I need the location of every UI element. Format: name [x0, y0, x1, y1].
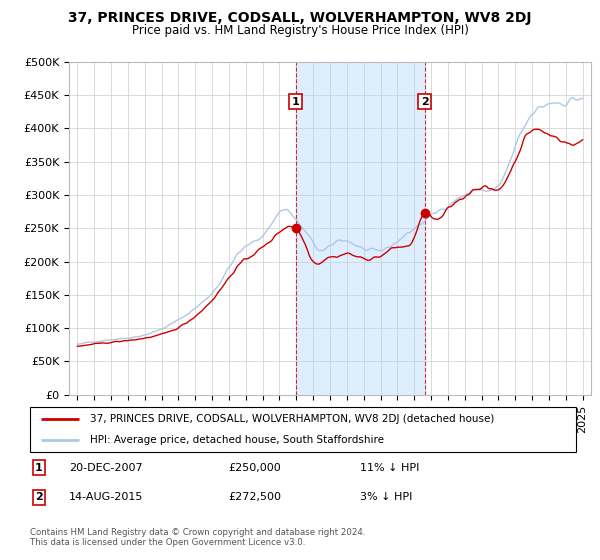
Text: £250,000: £250,000 — [228, 463, 281, 473]
Text: 3% ↓ HPI: 3% ↓ HPI — [360, 492, 412, 502]
Bar — [296, 62, 425, 395]
Text: Price paid vs. HM Land Registry's House Price Index (HPI): Price paid vs. HM Land Registry's House … — [131, 24, 469, 36]
Text: 2: 2 — [421, 96, 428, 106]
Text: 37, PRINCES DRIVE, CODSALL, WOLVERHAMPTON, WV8 2DJ (detached house): 37, PRINCES DRIVE, CODSALL, WOLVERHAMPTO… — [90, 414, 494, 424]
Text: HPI: Average price, detached house, South Staffordshire: HPI: Average price, detached house, Sout… — [90, 435, 384, 445]
Text: 11% ↓ HPI: 11% ↓ HPI — [360, 463, 419, 473]
Text: 37, PRINCES DRIVE, CODSALL, WOLVERHAMPTON, WV8 2DJ: 37, PRINCES DRIVE, CODSALL, WOLVERHAMPTO… — [68, 11, 532, 25]
Text: 14-AUG-2015: 14-AUG-2015 — [69, 492, 143, 502]
Text: This data is licensed under the Open Government Licence v3.0.: This data is licensed under the Open Gov… — [30, 538, 305, 547]
Text: £272,500: £272,500 — [228, 492, 281, 502]
Text: 20-DEC-2007: 20-DEC-2007 — [69, 463, 143, 473]
Text: 2: 2 — [35, 492, 43, 502]
Text: 1: 1 — [35, 463, 43, 473]
Text: Contains HM Land Registry data © Crown copyright and database right 2024.: Contains HM Land Registry data © Crown c… — [30, 528, 365, 536]
Text: 1: 1 — [292, 96, 299, 106]
